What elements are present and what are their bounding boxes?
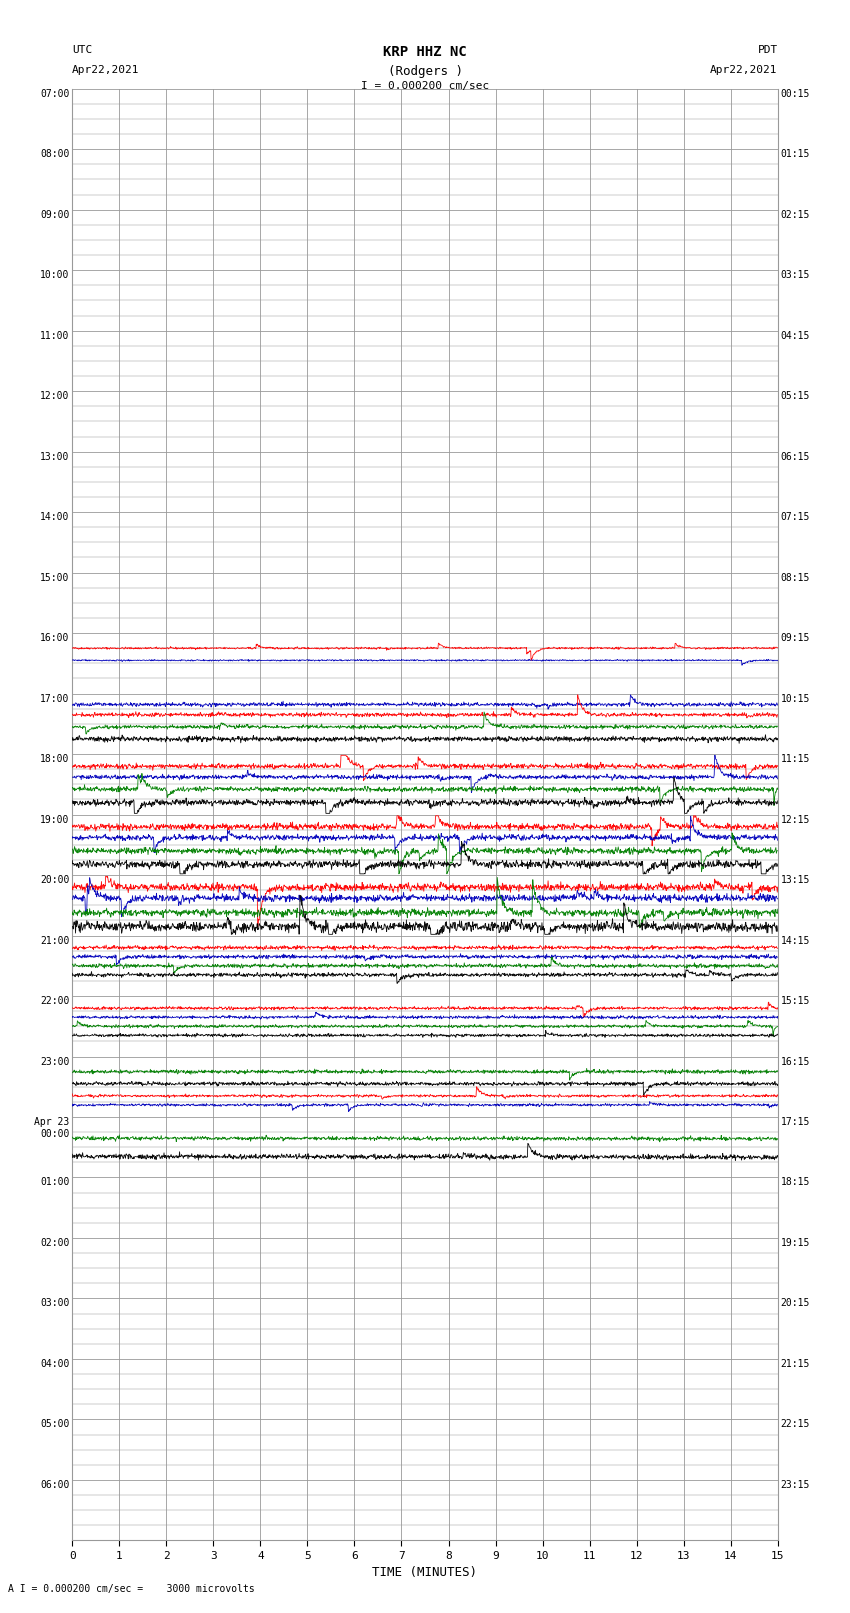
- Text: Apr22,2021: Apr22,2021: [72, 65, 139, 74]
- Text: (Rodgers ): (Rodgers ): [388, 65, 462, 77]
- Text: I = 0.000200 cm/sec: I = 0.000200 cm/sec: [361, 81, 489, 90]
- Text: KRP HHZ NC: KRP HHZ NC: [383, 45, 467, 60]
- Text: PDT: PDT: [757, 45, 778, 55]
- X-axis label: TIME (MINUTES): TIME (MINUTES): [372, 1566, 478, 1579]
- Text: Apr22,2021: Apr22,2021: [711, 65, 778, 74]
- Text: A I = 0.000200 cm/sec =    3000 microvolts: A I = 0.000200 cm/sec = 3000 microvolts: [8, 1584, 255, 1594]
- Text: UTC: UTC: [72, 45, 93, 55]
